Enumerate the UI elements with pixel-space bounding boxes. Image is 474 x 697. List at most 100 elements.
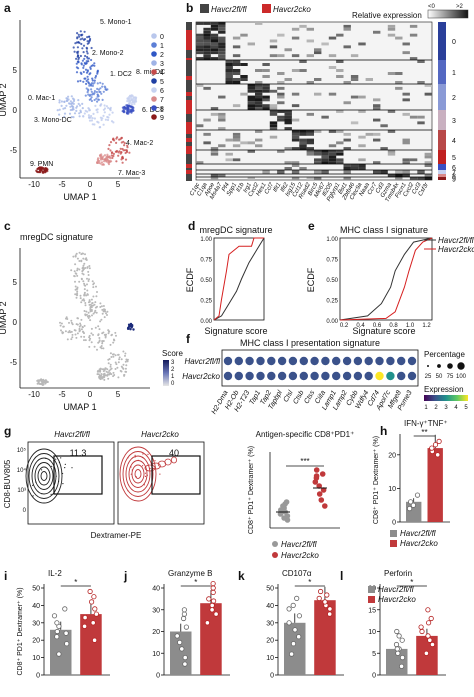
heatmap-cell <box>328 130 337 133</box>
dotplot-dot <box>407 356 417 366</box>
heatmap-cell <box>373 30 381 34</box>
umap-c-cell <box>81 325 84 328</box>
umap-c-high-cell <box>130 326 133 329</box>
heatmap-cell <box>291 161 300 164</box>
heatmap-cell <box>277 95 285 99</box>
flow-contour-tail <box>144 464 156 472</box>
umap-a-ytick: -5 <box>10 146 18 155</box>
heatmap-cell <box>387 152 396 156</box>
umap-a-ytick: 0 <box>13 106 18 115</box>
panel-h-point-cko <box>432 442 439 448</box>
heatmap-cell <box>255 107 263 110</box>
heatmap-cell <box>328 158 337 162</box>
umap-c-cell <box>75 252 78 255</box>
panel-i-point-flfl <box>56 651 62 657</box>
heatmap-cell <box>277 54 285 58</box>
panel-h-title: IFN-γ⁺TNF⁺ <box>404 419 448 428</box>
ecdf-e-ticks: 0.00 0.25 0.50 0.75 1.00 0.2 0.4 0.6 0.8 1.0 1.2 <box>326 237 431 329</box>
umap-c-cell <box>84 253 86 256</box>
heatmap-cell <box>269 110 278 113</box>
umap-a-cell <box>98 160 101 163</box>
heatmap-cell <box>262 104 270 108</box>
umap-c-cell <box>84 267 87 269</box>
heatmap-cell <box>321 42 329 46</box>
panel-l-ytick: 5 <box>372 651 376 658</box>
umap-c-cell <box>109 368 112 371</box>
heatmap-genotype-cell <box>186 60 192 64</box>
panel-i-point-cko <box>82 623 88 629</box>
umap-c-cell <box>114 331 117 334</box>
heatmap-genotype-cell <box>186 142 192 146</box>
umap-a-cell <box>112 152 115 155</box>
umap-c-cell <box>36 382 39 385</box>
heatmap-cluster-number: 5 <box>452 155 456 162</box>
heatmap-cell <box>277 86 285 90</box>
heatmap-cell <box>218 30 226 34</box>
heatmap-cell <box>380 170 388 174</box>
umap-c-cell <box>108 373 111 376</box>
percentage-label: Percentage <box>424 350 465 359</box>
umap-a-cell <box>93 62 96 65</box>
panel-i-point-cko <box>89 599 95 605</box>
panel-g-letter: g <box>4 424 11 438</box>
heatmap-genotype-cell <box>186 34 192 38</box>
panel-k-point-cko <box>317 588 324 595</box>
umap-a-cell <box>83 57 86 61</box>
heatmap-genotype-cell <box>186 154 192 158</box>
heatmap-cell <box>284 115 292 119</box>
umap-c-cell <box>97 333 100 336</box>
heatmap-genotype-cell <box>186 42 192 46</box>
heatmap-cell <box>417 170 425 174</box>
umap-c-points <box>36 251 135 386</box>
heatmap-cell <box>218 95 226 99</box>
heatmap-cell <box>262 69 270 72</box>
panel-l-ytick: 15 <box>368 607 376 614</box>
heatmap-cell <box>196 48 204 52</box>
umap-a-cell <box>91 77 94 80</box>
expression-tick: 2 <box>434 405 438 411</box>
heatmap-cell <box>314 92 322 96</box>
umap-a-cell <box>107 106 110 110</box>
heatmap-genotype-cell <box>186 138 192 142</box>
heatmap-cell <box>365 78 373 81</box>
panel-k-point-flfl <box>290 641 297 647</box>
umap-a-cell <box>96 111 99 114</box>
umap-a-cell <box>75 106 78 109</box>
relexp-label: Relative expression <box>352 11 422 20</box>
dotplot-dot <box>364 371 373 381</box>
umap-a-cell <box>77 50 80 53</box>
umap-a-cell <box>36 170 39 173</box>
umap-a-cell <box>78 35 81 38</box>
heatmap-cell <box>262 95 270 99</box>
score-tick: 1 <box>171 374 175 380</box>
umap-a-cell <box>96 161 99 164</box>
umap-a-cell <box>63 100 66 103</box>
panel-k-point-flfl <box>286 620 292 626</box>
panel-j-point-flfl <box>181 607 187 613</box>
umap-a-cell <box>101 158 104 161</box>
umap-a-cell <box>126 97 129 100</box>
heatmap-cell <box>247 107 255 110</box>
flow-event <box>41 469 43 471</box>
heatmap-cell <box>218 51 226 55</box>
panel-i-point-flfl <box>54 620 60 626</box>
umap-a-cell <box>131 95 134 98</box>
umap-c-cell <box>88 339 91 342</box>
umap-a-cell <box>67 102 71 105</box>
panel-j-ytick: 40 <box>152 586 160 593</box>
dotplot-dot <box>245 356 254 366</box>
umap-c-cell <box>36 379 39 382</box>
heatmap-genotype-cell <box>186 50 192 54</box>
umap-a-cell <box>131 103 134 106</box>
panel-e-letter: e <box>308 219 315 233</box>
heatmap-cell <box>262 84 270 87</box>
umap-c-cell <box>104 310 107 313</box>
umap-a-cell <box>86 36 89 39</box>
umap-a-cell <box>93 91 96 94</box>
umap-a-cell <box>80 34 83 37</box>
panel-i-point-cko <box>92 637 98 643</box>
panel-k-ytick: 10 <box>266 655 274 662</box>
flow-contour <box>119 446 157 502</box>
